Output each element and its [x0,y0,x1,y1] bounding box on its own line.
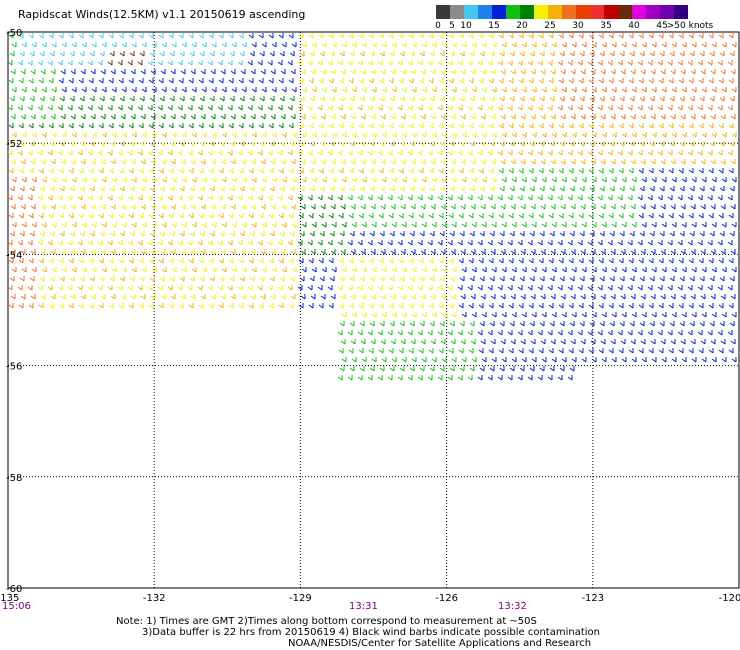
colorbar-label: >50 knots [666,21,714,31]
lat-tick-label: -54 [6,250,22,261]
colorbar-swatch [548,5,562,19]
colorbar-swatch [590,5,604,19]
colorbar-swatch [674,5,688,19]
note-line-3: NOAA/NESDIS/Center for Satellite Applica… [288,638,592,649]
colorbar-swatch [604,5,618,19]
lon-tick-label: -120 [719,593,740,604]
swath-time-label: 15:06 [2,601,31,612]
lat-tick-label: -56 [6,362,22,373]
swath-time-label: 13:32 [498,601,527,612]
colorbar-label: 5 [449,21,455,31]
colorbar-swatch [464,5,478,19]
colorbar-label: 45 [656,21,668,31]
note-line-2: 3)Data buffer is 22 hrs from 20150619 4)… [142,627,600,638]
colorbar-label: 35 [600,21,612,31]
colorbar-swatch [576,5,590,19]
colorbar-swatch [562,5,576,19]
swath-time-label: 13:31 [349,601,378,612]
colorbar-swatch [646,5,660,19]
lon-tick-label: -129 [289,593,312,604]
axis-ticks: -135 -132 -129 -126 -123 -120 -50 -52 -54 -56 -58 -… [0,28,740,604]
map-frame [7,31,740,589]
colorbar-label: 40 [628,21,640,31]
lon-tick-label: -126 [435,593,458,604]
lon-tick-label: -132 [143,593,166,604]
graticule [8,32,739,588]
colorbar-swatch [492,5,506,19]
colorbar-swatch [520,5,534,19]
lon-tick-label: -135 [0,593,19,604]
lat-tick-label: -50 [6,28,22,39]
colorbar-swatch [478,5,492,19]
lon-tick-label: -123 [581,593,604,604]
colorbar-swatch [450,5,464,19]
colorbar-label: 0 [435,21,441,31]
wind-barbs [7,33,737,381]
note-line-1: Note: 1) Times are GMT 2)Times along bot… [116,616,537,627]
colorbar-label: 20 [516,21,528,31]
lat-tick-label: -52 [6,139,22,150]
colorbar-label: 10 [460,21,472,31]
colorbar-swatch [632,5,646,19]
colorbar-swatch [618,5,632,19]
colorbar-label: 15 [488,21,500,31]
lat-tick-label: -58 [6,473,22,484]
colorbar-swatch [660,5,674,19]
colorbar-label: 30 [572,21,584,31]
colorbar-swatch [436,5,450,19]
colorbar-swatch [506,5,520,19]
map-title: Rapidscat Winds(12.5KM) v1.1 20150619 as… [18,8,306,21]
lat-tick-label: -60 [6,584,22,595]
colorbar-label: 25 [544,21,556,31]
colorbar-swatch [534,5,548,19]
